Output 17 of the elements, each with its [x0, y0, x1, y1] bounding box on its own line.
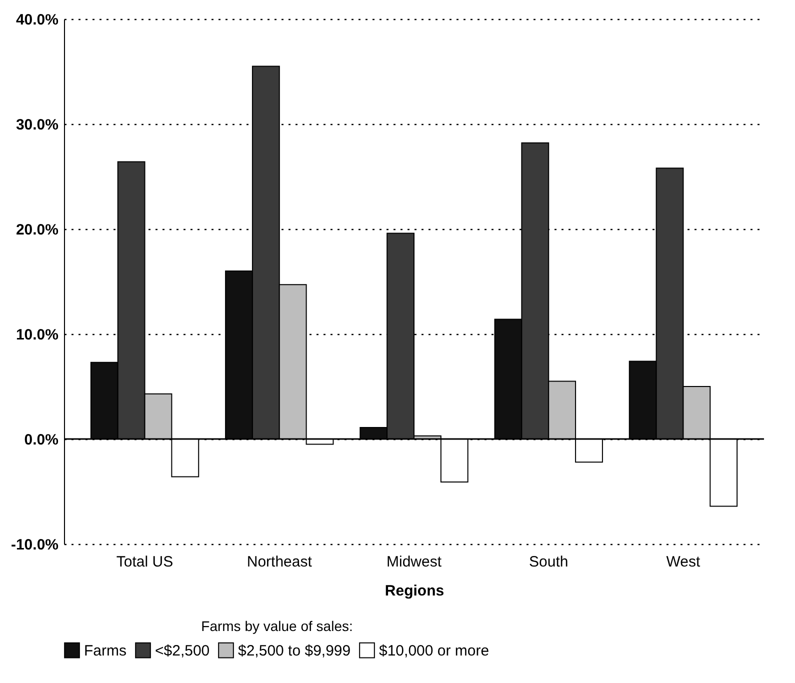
y-tick-label: 0.0%: [24, 432, 58, 448]
legend-label: <$2,500: [155, 642, 210, 660]
legend-label: Farms: [84, 642, 126, 660]
y-tick-label: 10.0%: [16, 326, 58, 344]
legend-title: Farms by value of sales:: [201, 618, 353, 634]
x-tick-label: Total US: [116, 554, 174, 570]
x-tick-label: Northeast: [246, 554, 313, 570]
y-tick-label: 30.0%: [16, 116, 58, 134]
y-tick-label: 40.0%: [16, 12, 58, 28]
x-tick-label: Midwest: [386, 554, 442, 570]
x-tick-label: South: [529, 554, 568, 570]
x-axis-title: Regions: [384, 582, 444, 600]
y-tick-label: -10.0%: [10, 536, 58, 554]
legend-label: $10,000 or more: [379, 642, 490, 660]
legend-label: $2,500 to $9,999: [238, 642, 351, 660]
x-tick-label: West: [666, 554, 702, 570]
y-tick-label: 20.0%: [16, 222, 58, 238]
